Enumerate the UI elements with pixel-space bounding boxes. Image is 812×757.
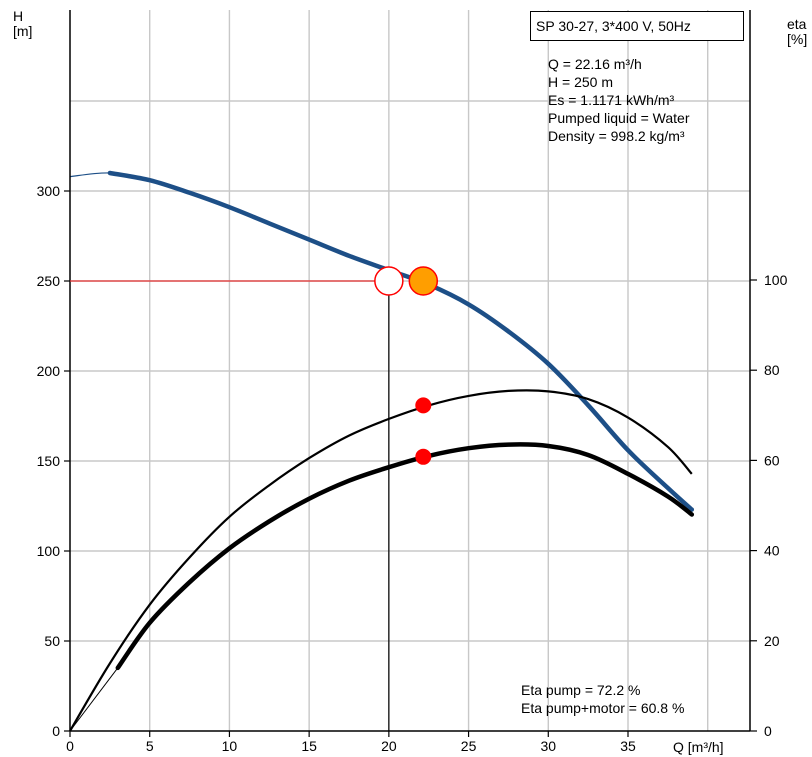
- x-tick-label: 25: [461, 738, 477, 754]
- efficiency-info-panel: Eta pump = 72.2 % Eta pump+motor = 60.8 …: [521, 681, 684, 717]
- markers: [70, 266, 439, 731]
- y2-tick-label: 40: [764, 543, 780, 559]
- y2-tick-label: 20: [764, 633, 780, 649]
- y-axis-left-title: H [m]: [13, 9, 32, 39]
- eta-pump-curve: [69, 389, 693, 732]
- info-density: Density = 998.2 kg/m³: [548, 128, 685, 144]
- y-tick-label: 300: [37, 183, 61, 199]
- y-tick-label: 250: [37, 273, 61, 289]
- y-right-unit: [%]: [787, 31, 808, 47]
- y-tick-label: 150: [37, 453, 61, 469]
- eta-pump-motor-curve-start: [69, 667, 119, 732]
- eta-pump-motor-curve: [115, 442, 695, 671]
- tick-labels: 0 5 10 15 20 25 30 35 0 50 100 150 200 250 300 0 20 40 60 8…: [37, 183, 788, 754]
- info-head: H = 250 m: [548, 74, 613, 90]
- eta-pump-text: Eta pump = 72.2 %: [521, 682, 641, 698]
- head-curve: [107, 170, 695, 512]
- x-tick-label: 20: [381, 738, 397, 754]
- duty-info-panel: Q = 22.16 m³/h H = 250 m Es = 1.1171 kWh…: [548, 55, 690, 145]
- eta-point-marker: [415, 397, 432, 414]
- y-tick-label: 50: [44, 633, 60, 649]
- y2-tick-label: 100: [764, 272, 788, 288]
- y-tick-label: 200: [37, 363, 61, 379]
- eta-point-marker: [415, 448, 432, 465]
- x-axis-title: Q [m³/h]: [673, 739, 724, 755]
- y-left-unit: [m]: [13, 23, 33, 39]
- y-axis-right-title: eta [%]: [787, 17, 807, 47]
- y2-tick-label: 0: [764, 723, 772, 739]
- info-liquid: Pumped liquid = Water: [548, 110, 690, 126]
- x-tick-label: 15: [301, 738, 317, 754]
- pump-title-box: SP 30-27, 3*400 V, 50Hz: [530, 11, 744, 41]
- y-tick-label: 0: [52, 723, 60, 739]
- duty-point-marker: [408, 266, 439, 296]
- x-tick-label: 30: [540, 738, 556, 754]
- x-tick-label: 10: [222, 738, 238, 754]
- x-tick-label: 0: [66, 738, 74, 754]
- axes: [64, 10, 757, 737]
- y2-tick-label: 80: [764, 362, 780, 378]
- y-tick-label: 100: [37, 543, 61, 559]
- curves: [69, 170, 695, 732]
- x-tick-label: 5: [146, 738, 154, 754]
- y-left-symbol: H: [13, 8, 24, 24]
- y-right-symbol: eta: [787, 16, 807, 32]
- eta-pump-motor-text: Eta pump+motor = 60.8 %: [521, 700, 685, 716]
- x-tick-label: 35: [620, 738, 636, 754]
- required-point-marker: [374, 266, 404, 296]
- info-energy: Es = 1.1171 kWh/m³: [548, 92, 675, 108]
- info-flow: Q = 22.16 m³/h: [548, 56, 642, 72]
- y2-tick-label: 60: [764, 452, 780, 468]
